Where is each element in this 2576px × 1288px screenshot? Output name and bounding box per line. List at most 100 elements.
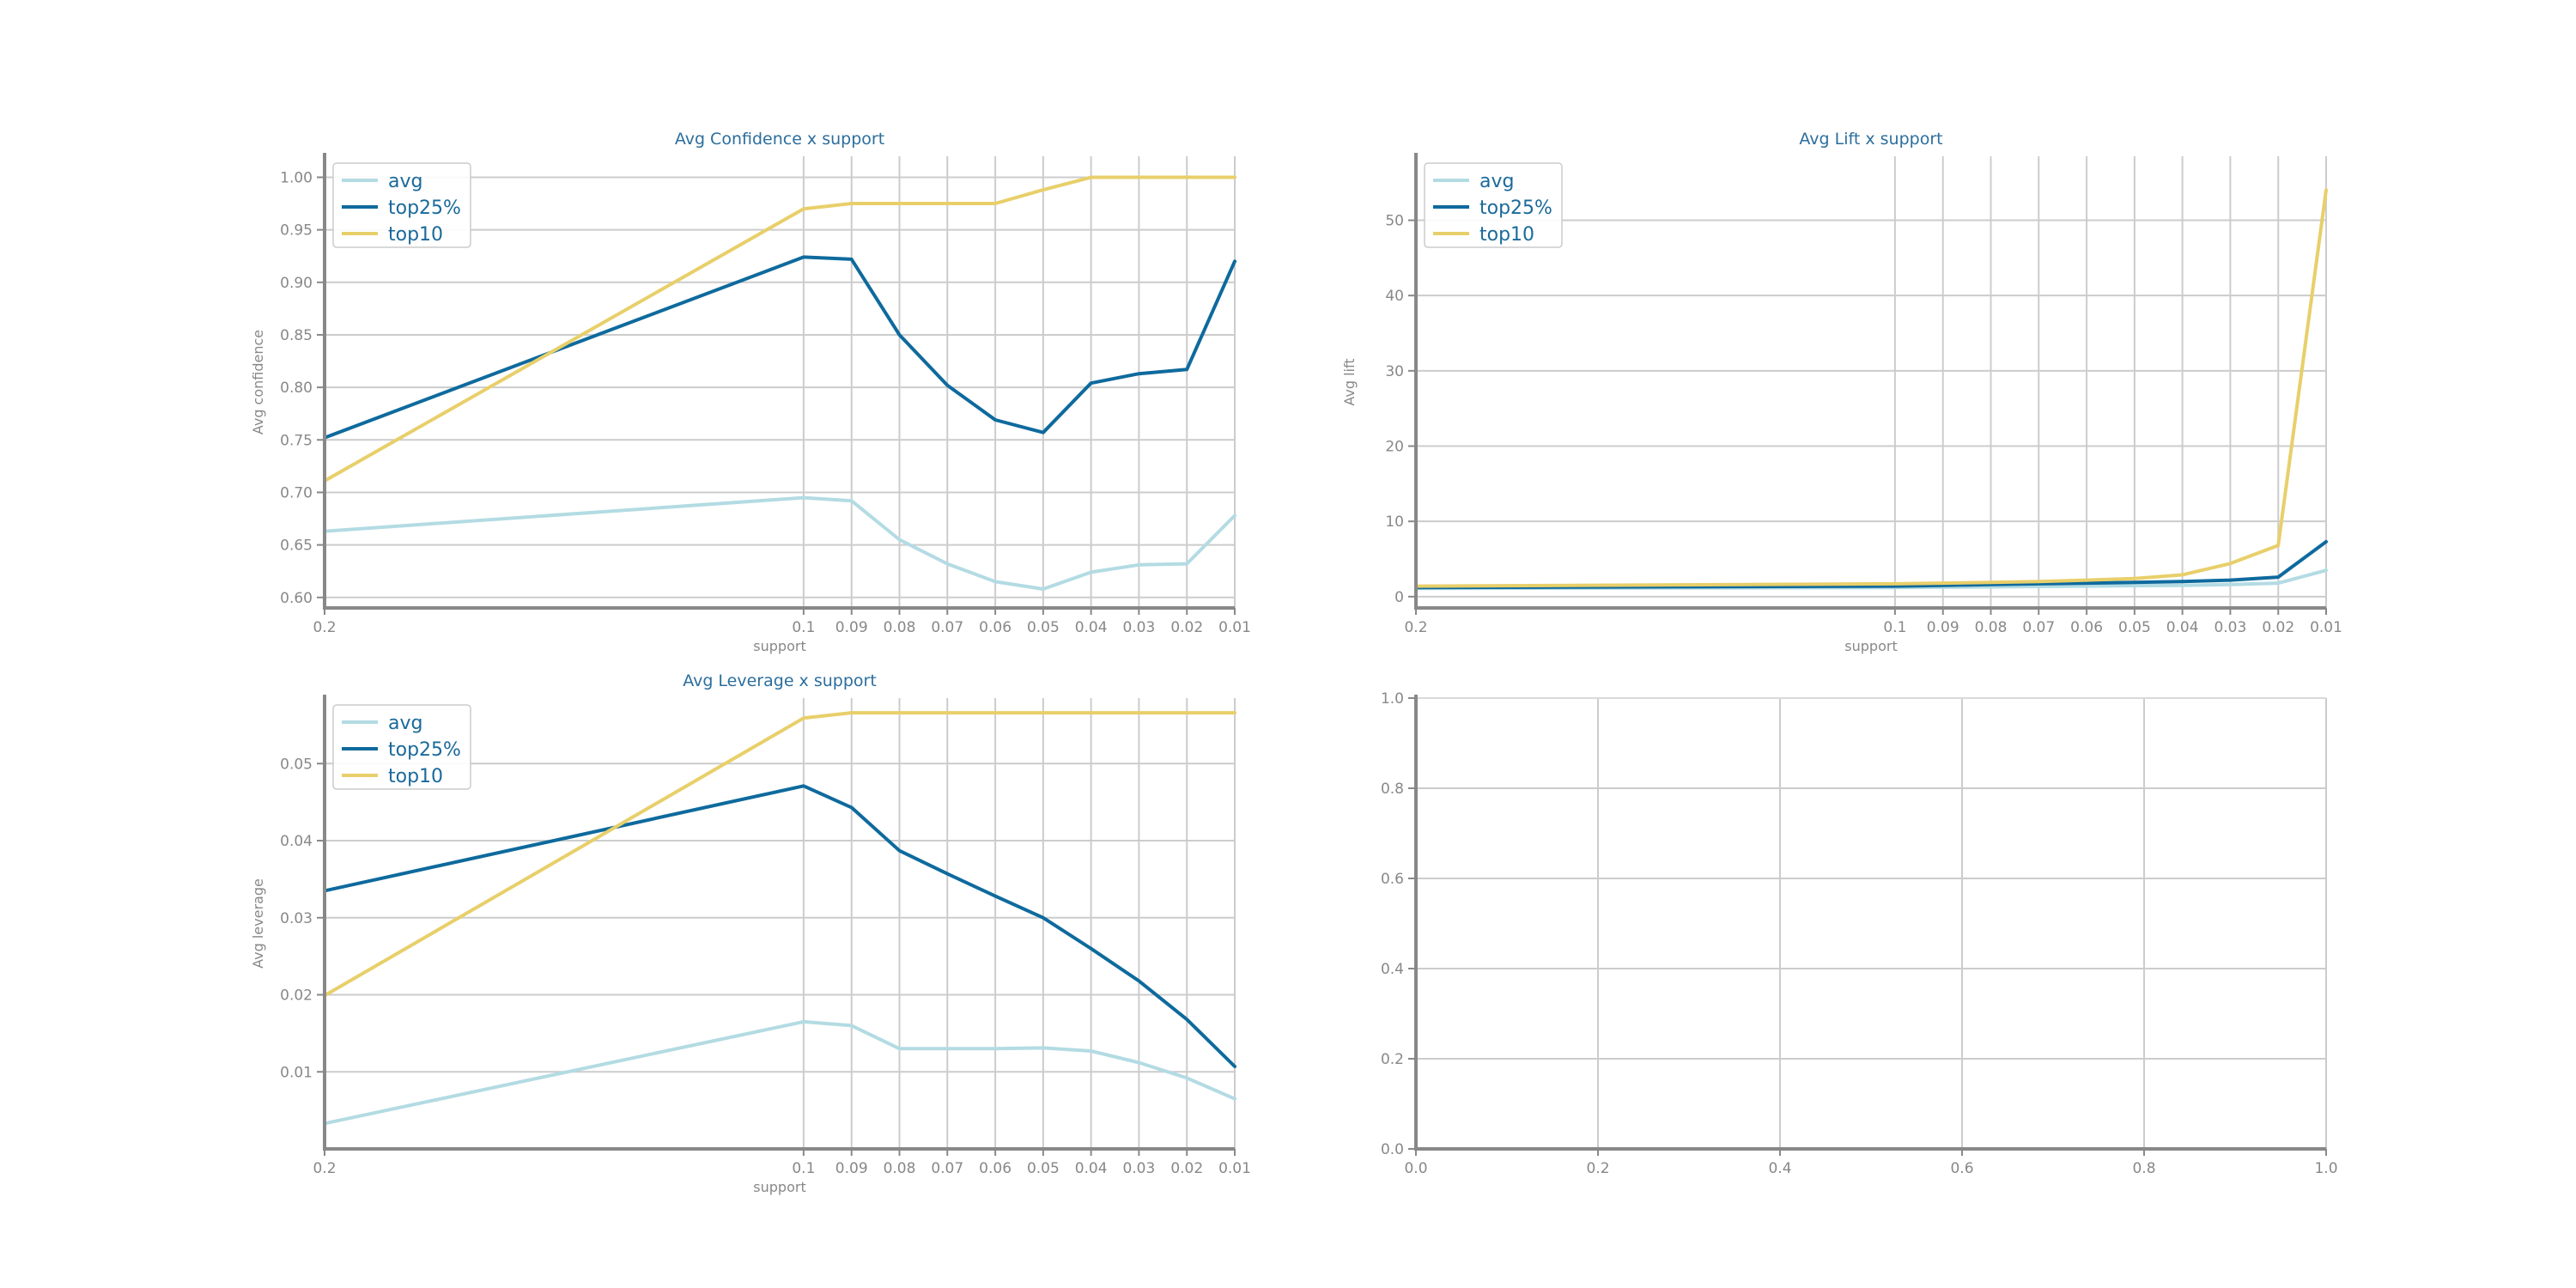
x-tick-label: 0.2: [313, 1160, 336, 1177]
x-tick-label: 0.05: [1027, 1160, 1060, 1177]
x-tick-label: 0.02: [1170, 1160, 1203, 1177]
chart-title: Avg Leverage x support: [683, 671, 877, 690]
legend-label: top10: [1479, 224, 1534, 246]
x-tick-label: 0.06: [979, 1160, 1012, 1177]
x-tick-label: 0.05: [2118, 619, 2151, 636]
x-tick-label: 0.2: [1404, 619, 1427, 636]
x-axis-label: support: [753, 1179, 805, 1195]
series-line-top25pct: [323, 255, 1236, 440]
y-tick-label: 0.8: [1381, 781, 1404, 798]
x-axis-label: support: [1844, 638, 1897, 654]
x-tick-label: 0.07: [931, 619, 963, 636]
x-tick-label: 0.2: [1586, 1160, 1609, 1177]
legend-label: top25%: [388, 197, 461, 219]
x-tick-label: 0.08: [884, 619, 916, 636]
series-line-avg: [323, 1019, 1236, 1126]
series-line-avg: [323, 495, 1236, 591]
y-tick-label: 0.6: [1381, 871, 1404, 888]
x-tick-label: 0.03: [1122, 1160, 1155, 1177]
y-tick-label: 0.2: [1381, 1051, 1404, 1068]
legend: avg top25% top10: [332, 162, 471, 248]
x-tick-label: 0.09: [1927, 619, 1959, 636]
y-tick-label: 1.00: [280, 169, 313, 186]
x-tick-label: 0.01: [1218, 619, 1251, 636]
legend-box: [332, 162, 471, 248]
x-tick-label: 0.1: [792, 619, 815, 636]
x-tick-label: 0.09: [835, 619, 868, 636]
x-tick-label: 0.03: [1122, 619, 1155, 636]
y-tick-label: 0.02: [280, 987, 313, 1005]
x-tick-label: 0.02: [2262, 619, 2294, 636]
y-tick-label: 1.0: [1381, 690, 1404, 708]
y-tick-label: 0.05: [280, 756, 313, 773]
x-tick-label: 1.0: [2314, 1160, 2337, 1177]
x-tick-label: 0.07: [2022, 619, 2055, 636]
y-tick-label: 0: [1394, 589, 1404, 606]
y-tick-label: 20: [1385, 439, 1404, 456]
x-tick-label: 0.07: [931, 1160, 963, 1177]
x-tick-label: 0.08: [884, 1160, 916, 1177]
legend-label: top25%: [1479, 197, 1552, 219]
chart-empty: 0.0 0.2 0.4 0.6 0.8 1.0 0.0 0.2 0.4 0.6 0.8 1.0: [1381, 690, 2338, 1177]
y-tick-label: 0.75: [280, 432, 313, 449]
chart-avg-confidence: 0.60 0.65 0.70 0.75 0.80 0.85 0.90 0.95 1.00 0.2 0…: [250, 130, 1251, 654]
x-tick-label: 0.03: [2214, 619, 2246, 636]
x-tick-label: 0.04: [1075, 1160, 1108, 1177]
x-tick-label: 0.05: [1027, 619, 1060, 636]
y-tick-label: 0.95: [280, 222, 313, 240]
legend-label: avg: [388, 713, 422, 734]
y-tick-label: 30: [1385, 363, 1404, 380]
y-axis-label: Avg lift: [1341, 358, 1358, 405]
y-tick-label: 0.04: [280, 833, 313, 850]
series-line-top25pct: [1414, 539, 2328, 590]
y-tick-label: 0.85: [280, 327, 313, 344]
series-line-avg: [1414, 568, 2328, 591]
y-tick-label: 10: [1385, 513, 1404, 531]
y-tick-label: 0.03: [280, 910, 313, 927]
x-tick-label: 0.04: [1075, 619, 1108, 636]
y-tick-label: 0.01: [280, 1064, 313, 1081]
x-tick-label: 0.4: [1768, 1160, 1791, 1177]
chart-avg-leverage: 0.01 0.02 0.03 0.04 0.05 0.2 0.1 0.09 0.08 0.07 0.…: [250, 671, 1251, 1195]
x-tick-label: 0.08: [1975, 619, 2008, 636]
y-tick-label: 0.80: [280, 380, 313, 397]
y-tick-label: 50: [1385, 213, 1404, 230]
y-axis-label: Avg confidence: [250, 330, 266, 434]
x-tick-label: 0.04: [2166, 619, 2199, 636]
x-tick-label: 0.1: [792, 1160, 815, 1177]
y-tick-label: 0.70: [280, 484, 313, 501]
series-line-top10: [323, 175, 1236, 483]
x-axis-label: support: [753, 638, 805, 654]
x-tick-label: 0.2: [313, 619, 336, 636]
legend-label: avg: [1479, 171, 1514, 192]
x-tick-label: 0.02: [1170, 619, 1203, 636]
x-tick-label: 0.06: [979, 619, 1012, 636]
legend-label: top25%: [388, 739, 461, 761]
legend-label: top10: [388, 224, 443, 246]
x-tick-label: 0.0: [1404, 1160, 1427, 1177]
legend: avg top25% top10: [1424, 162, 1563, 248]
legend-label: avg: [388, 171, 422, 192]
legend-box: [1424, 162, 1563, 248]
series-line-top25pct: [323, 784, 1236, 1068]
y-tick-label: 0.60: [280, 590, 313, 607]
series-line-top10: [323, 711, 1236, 998]
x-tick-label: 0.1: [1883, 619, 1906, 636]
legend: avg top25% top10: [332, 704, 471, 790]
series-line-top10: [1414, 188, 2328, 588]
legend-label: top10: [388, 766, 443, 787]
x-tick-label: 0.8: [2132, 1160, 2155, 1177]
x-tick-label: 0.09: [835, 1160, 868, 1177]
y-tick-label: 40: [1385, 288, 1404, 305]
y-axis-label: Avg leverage: [250, 878, 266, 969]
x-tick-label: 0.6: [1950, 1160, 1973, 1177]
y-tick-label: 0.90: [280, 275, 313, 292]
x-tick-label: 0.06: [2070, 619, 2103, 636]
y-tick-label: 0.0: [1381, 1141, 1404, 1158]
chart-avg-lift: 0 10 20 30 40 50 0.2 0.1 0.09 0.08 0.07 0.06 0.05 0.0…: [1341, 130, 2342, 654]
chart-title: Avg Confidence x support: [675, 130, 884, 149]
y-tick-label: 0.4: [1381, 961, 1404, 978]
x-tick-label: 0.01: [2310, 619, 2342, 636]
x-tick-label: 0.01: [1218, 1160, 1251, 1177]
